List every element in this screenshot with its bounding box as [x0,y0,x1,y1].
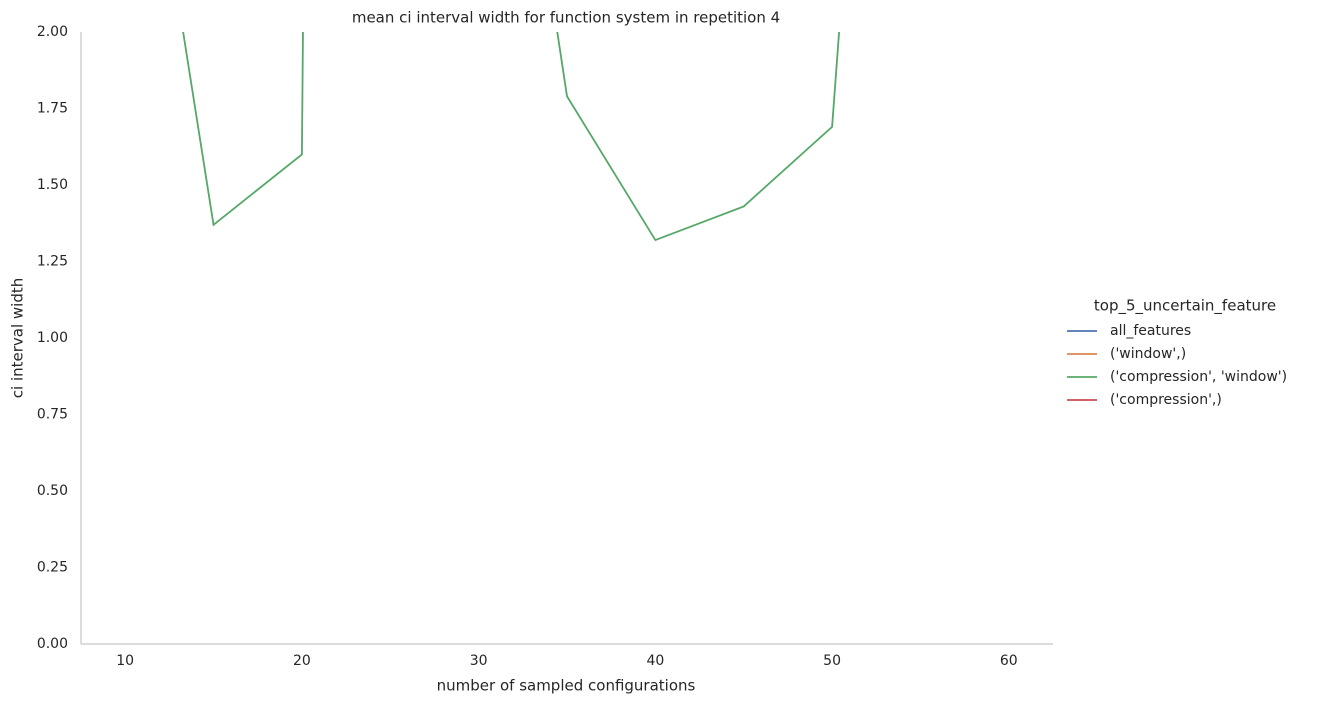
chart-title: mean ci interval width for function syst… [352,9,780,27]
x-axis-label: number of sampled configurations [437,677,696,695]
legend-title: top_5_uncertain_feature [1094,297,1276,316]
plot-area [182,32,840,242]
legend-label: ('compression', 'window') [1110,369,1287,385]
legend-label: ('window',) [1110,346,1186,362]
x-tick-label: 30 [470,653,488,669]
x-tick-label: 50 [823,653,841,669]
y-tick-label: 0.75 [37,407,68,423]
y-tick-label: 0.25 [37,560,68,576]
y-axis-label: ci interval width [9,278,27,398]
y-tick-label: 1.25 [37,254,68,270]
x-tick-label: 10 [116,653,134,669]
series-line [182,32,840,242]
x-tick-label: 60 [1000,653,1018,669]
y-tick-label: 1.00 [37,330,68,346]
legend-label: all_features [1110,323,1191,339]
x-tick-label: 20 [293,653,311,669]
y-tick-label: 1.50 [37,177,68,193]
y-tick-label: 0.50 [37,483,68,499]
x-tick-label: 40 [646,653,664,669]
legend-label: ('compression',) [1110,392,1222,408]
y-tick-label: 1.75 [37,101,68,117]
y-tick-label: 0.00 [37,636,68,652]
y-tick-label: 2.00 [37,24,68,40]
